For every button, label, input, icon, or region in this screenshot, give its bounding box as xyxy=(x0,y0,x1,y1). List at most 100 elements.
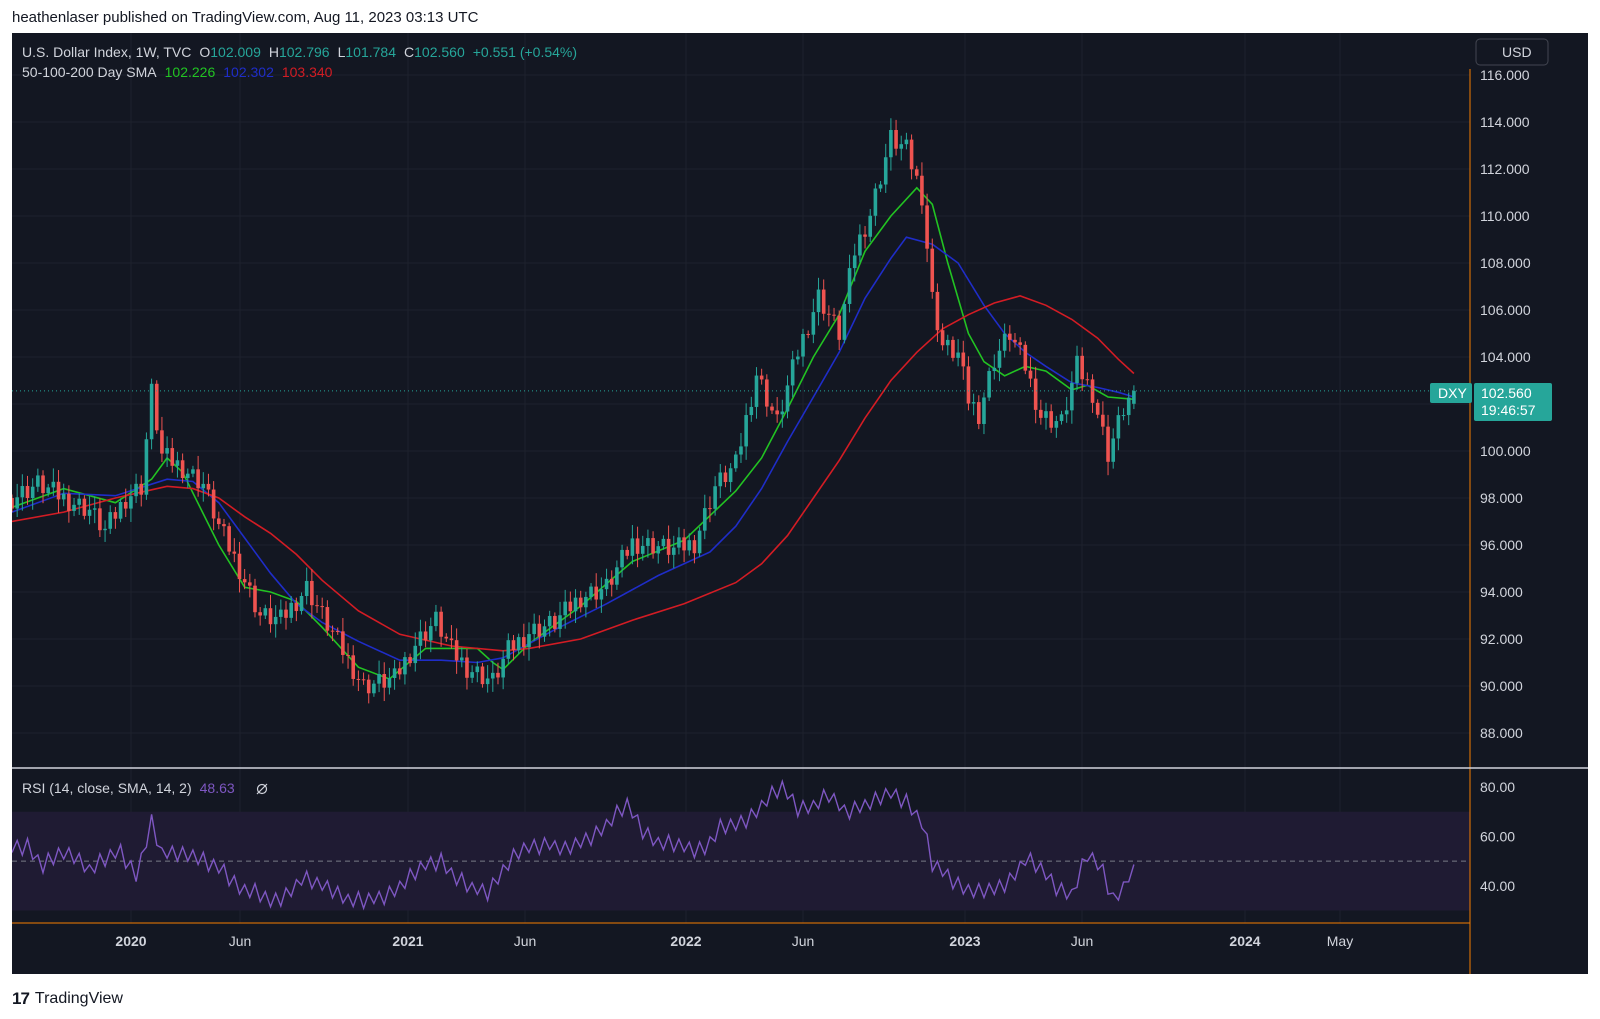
legend-open-value: 102.009 xyxy=(210,44,261,60)
candle-body xyxy=(708,508,712,510)
candle-body xyxy=(1085,379,1090,381)
y-tick-label: 116.000 xyxy=(1480,67,1530,83)
candle-body xyxy=(780,411,785,415)
candle-body xyxy=(103,528,107,531)
candle-body xyxy=(749,406,754,416)
candle-body xyxy=(935,291,940,331)
candle-body xyxy=(522,637,526,648)
candle-body xyxy=(651,538,655,554)
candle-body xyxy=(677,537,681,548)
candle-body xyxy=(30,486,35,498)
x-tick-label: Jun xyxy=(229,933,252,949)
candle-body xyxy=(961,352,966,367)
chart-frame[interactable]: 2020 Jun 2021 Jun 2022 Jun 2023 Jun 2024 May 116.0… xyxy=(10,33,1588,974)
candle-body xyxy=(82,498,87,516)
candle-body xyxy=(1039,409,1043,418)
y-tick-label: 98.000 xyxy=(1480,490,1523,506)
candle-body xyxy=(837,315,841,340)
rsi-y-tick-label: 40.00 xyxy=(1480,878,1515,894)
candle-body xyxy=(718,472,723,487)
candle-body xyxy=(330,630,335,632)
candle-body xyxy=(377,674,381,684)
sma200-value: 103.340 xyxy=(282,64,333,80)
candle-body xyxy=(511,640,516,651)
rsi-pane[interactable] xyxy=(11,778,1470,911)
candle-body xyxy=(139,483,144,495)
candle-body xyxy=(351,655,356,679)
candle-body xyxy=(987,371,991,398)
candle-body xyxy=(1116,415,1121,439)
candle-body xyxy=(366,679,371,694)
candle-body xyxy=(206,483,211,490)
candle-body xyxy=(801,333,805,357)
candle-body xyxy=(671,547,676,555)
sma-50-line xyxy=(11,186,1134,680)
price-tag-price: 102.560 xyxy=(1481,385,1532,401)
candle-body xyxy=(123,501,128,509)
candle-body xyxy=(1095,402,1100,415)
candle-body xyxy=(454,640,459,661)
grid-layer xyxy=(12,33,1470,923)
legend-close-value: 102.560 xyxy=(414,44,465,60)
x-tick-label: 2023 xyxy=(949,933,980,949)
candle-body xyxy=(966,366,971,404)
candle-body xyxy=(630,538,635,556)
currency-button[interactable]: USD xyxy=(1475,38,1549,66)
chart-svg[interactable]: 2020 Jun 2021 Jun 2022 Jun 2023 Jun 2024 May 116.0… xyxy=(10,33,1588,974)
tradingview-mark-icon: 17 xyxy=(12,989,30,1008)
candle-body xyxy=(889,129,893,158)
candle-body xyxy=(734,454,738,469)
candle-body xyxy=(925,205,929,249)
candle-body xyxy=(1054,421,1059,428)
candle-body xyxy=(175,460,180,466)
candle-body xyxy=(61,493,66,500)
legend-line-2: 50-100-200 Day SMA 102.226 102.302 103.340 xyxy=(22,64,333,80)
candle-body xyxy=(863,234,867,237)
candle-body xyxy=(480,666,485,685)
candle-body xyxy=(98,508,102,531)
candle-body xyxy=(878,184,883,189)
candle-body xyxy=(646,538,650,546)
candle-body xyxy=(459,657,464,661)
candle-body xyxy=(72,504,76,511)
candle-body xyxy=(785,385,790,412)
candle-body xyxy=(289,602,293,618)
candle-body xyxy=(118,501,123,519)
candle-body xyxy=(423,631,428,641)
candle-body xyxy=(594,586,599,600)
candle-body xyxy=(387,678,392,688)
candle-body xyxy=(382,674,387,688)
candle-body xyxy=(702,508,707,531)
candle-body xyxy=(418,631,423,646)
candle-body xyxy=(222,524,226,527)
candle-body xyxy=(692,540,697,554)
tradingview-logo[interactable]: 17 TradingView xyxy=(12,989,123,1009)
candle-body xyxy=(160,430,164,454)
candle-body xyxy=(10,498,14,509)
candle-body xyxy=(553,615,557,629)
legend-high-value: 102.796 xyxy=(279,44,330,60)
eye-off-icon[interactable] xyxy=(256,783,268,795)
candle-body xyxy=(811,312,816,335)
candle-body xyxy=(687,540,692,551)
candle-body xyxy=(796,356,800,360)
candle-body xyxy=(527,634,531,648)
candle-body xyxy=(883,157,888,185)
candle-body xyxy=(976,402,981,424)
legend-symbol: U.S. Dollar Index, 1W, TVC xyxy=(22,44,191,60)
candle-body xyxy=(356,678,361,680)
candle-body xyxy=(765,379,769,407)
candle-body xyxy=(346,654,350,656)
candle-body xyxy=(258,612,262,616)
price-tag-countdown: 19:46:57 xyxy=(1481,402,1536,418)
price-tag: DXY 102.560 19:46:57 xyxy=(1430,383,1552,421)
candles[interactable] xyxy=(10,118,1136,704)
x-tick-label: Jun xyxy=(1071,933,1094,949)
sma50-value: 102.226 xyxy=(165,64,216,80)
candle-body xyxy=(920,175,924,206)
x-tick-label: 2024 xyxy=(1229,933,1260,949)
x-tick-label: Jun xyxy=(792,933,815,949)
candle-body xyxy=(615,567,619,585)
x-tick-label: May xyxy=(1327,933,1353,949)
candle-body xyxy=(599,589,604,600)
